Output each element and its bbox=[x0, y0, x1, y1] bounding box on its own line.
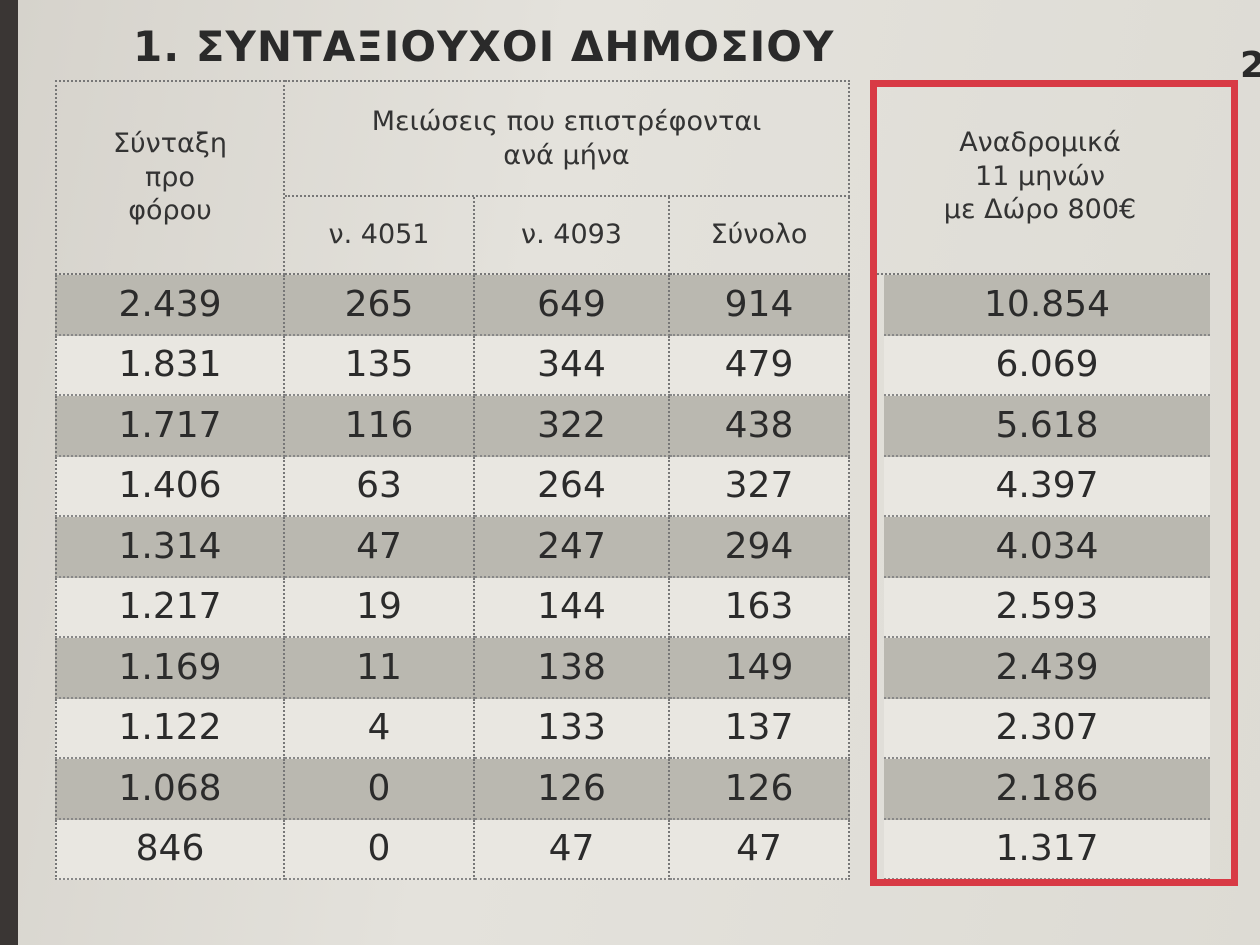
law-4093-cell: 144 bbox=[475, 577, 670, 638]
law-4093-cell: 247 bbox=[475, 517, 670, 578]
law-4093-cell: 322 bbox=[475, 396, 670, 457]
total-cell: 438 bbox=[670, 396, 850, 457]
law-4051-cell: 63 bbox=[285, 456, 475, 517]
header-reductions: Μειώσεις που επιστρέφονται ανά μήνα bbox=[285, 80, 850, 197]
law-4093-cell: 649 bbox=[475, 275, 670, 336]
total-cell: 137 bbox=[670, 698, 850, 759]
pension-cell: 1.068 bbox=[55, 759, 285, 820]
retroactive-cell: 2.307 bbox=[884, 698, 1210, 759]
retroactive-cell: 2.439 bbox=[884, 638, 1210, 699]
paper: 1. ΣΥΝΤΑΞΙΟΥΧΟΙ ΔΗΜΟΣΙΟΥ 2. Σύνταξη προ … bbox=[18, 0, 1260, 945]
pension-cell: 2.439 bbox=[55, 275, 285, 336]
pension-cell: 1.717 bbox=[55, 396, 285, 457]
next-section-title: 2. bbox=[1240, 45, 1260, 86]
law-4051-cell: 0 bbox=[285, 819, 475, 880]
total-cell: 327 bbox=[670, 456, 850, 517]
retroactive-cell: 2.593 bbox=[884, 577, 1210, 638]
total-cell: 479 bbox=[670, 335, 850, 396]
pension-cell: 1.831 bbox=[55, 335, 285, 396]
total-cell: 163 bbox=[670, 577, 850, 638]
header-total: Σύνολο bbox=[670, 197, 850, 275]
retroactive-cell: 2.186 bbox=[884, 759, 1210, 820]
law-4093-cell: 138 bbox=[475, 638, 670, 699]
total-cell: 126 bbox=[670, 759, 850, 820]
retroactive-cell: 6.069 bbox=[884, 335, 1210, 396]
header-law-4051: ν. 4051 bbox=[285, 197, 475, 275]
law-4051-cell: 11 bbox=[285, 638, 475, 699]
law-4051-cell: 265 bbox=[285, 275, 475, 336]
pension-cell: 1.169 bbox=[55, 638, 285, 699]
total-cell: 149 bbox=[670, 638, 850, 699]
law-4093-cell: 264 bbox=[475, 456, 670, 517]
law-4093-cell: 133 bbox=[475, 698, 670, 759]
total-cell: 47 bbox=[670, 819, 850, 880]
retroactive-cell: 10.854 bbox=[884, 275, 1210, 336]
law-4051-cell: 135 bbox=[285, 335, 475, 396]
retroactive-cell: 1.317 bbox=[884, 819, 1210, 880]
pension-cell: 1.217 bbox=[55, 577, 285, 638]
retroactive-cell: 4.397 bbox=[884, 456, 1210, 517]
law-4093-cell: 126 bbox=[475, 759, 670, 820]
law-4051-cell: 47 bbox=[285, 517, 475, 578]
law-4051-cell: 0 bbox=[285, 759, 475, 820]
header-pension: Σύνταξη προ φόρου bbox=[55, 80, 285, 275]
law-4051-cell: 19 bbox=[285, 577, 475, 638]
highlight-box bbox=[870, 80, 1238, 886]
pension-cell: 846 bbox=[55, 819, 285, 880]
law-4093-cell: 47 bbox=[475, 819, 670, 880]
total-cell: 914 bbox=[670, 275, 850, 336]
retroactive-cell: 5.618 bbox=[884, 396, 1210, 457]
pension-cell: 1.122 bbox=[55, 698, 285, 759]
header-retroactive: Αναδρομικά 11 μηνών με Δώρο 800€ bbox=[870, 80, 1210, 275]
pension-cell: 1.406 bbox=[55, 456, 285, 517]
law-4093-cell: 344 bbox=[475, 335, 670, 396]
total-cell: 294 bbox=[670, 517, 850, 578]
law-4051-cell: 4 bbox=[285, 698, 475, 759]
pension-cell: 1.314 bbox=[55, 517, 285, 578]
section-title: 1. ΣΥΝΤΑΞΙΟΥΧΟΙ ΔΗΜΟΣΙΟΥ bbox=[133, 22, 835, 71]
header-law-4093: ν. 4093 bbox=[475, 197, 670, 275]
law-4051-cell: 116 bbox=[285, 396, 475, 457]
retroactive-cell: 4.034 bbox=[884, 517, 1210, 578]
